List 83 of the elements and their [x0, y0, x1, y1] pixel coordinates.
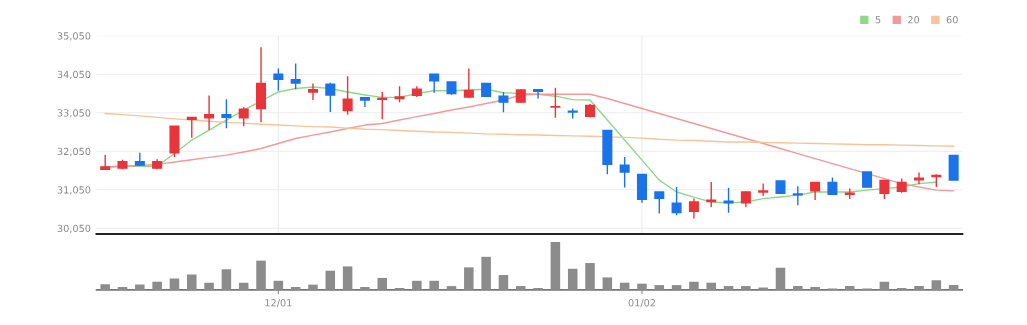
candlestick [671, 186, 682, 216]
candlestick [221, 98, 232, 129]
y-tick-label: 33,050 [57, 109, 91, 118]
candlestick [290, 62, 301, 90]
candlestick [550, 87, 561, 119]
line-series [104, 112, 955, 147]
bar [723, 286, 734, 290]
bar [446, 286, 457, 290]
bar [948, 285, 959, 290]
candlestick [204, 94, 215, 131]
candlestick [429, 73, 440, 94]
bar [637, 283, 647, 290]
candlestick [377, 91, 388, 120]
bar [308, 284, 318, 290]
bar [429, 280, 439, 290]
candlestick [273, 67, 284, 92]
candlestick [810, 181, 821, 201]
bar [619, 282, 630, 290]
candlestick [238, 106, 249, 127]
x-tick-label: 01/02 [628, 299, 655, 308]
bar [498, 275, 509, 290]
bar [412, 280, 422, 290]
candlestick [307, 82, 319, 101]
candlestick [654, 191, 665, 215]
bar [256, 260, 266, 290]
candlestick [913, 171, 925, 186]
bar [689, 281, 699, 290]
candlestick [758, 182, 769, 197]
bar [187, 274, 197, 290]
bar [325, 270, 336, 290]
candlestick [342, 75, 353, 116]
y-tick-label: 30,050 [57, 224, 91, 234]
bar [706, 282, 716, 290]
candlestick [463, 67, 474, 99]
bar [135, 284, 145, 290]
candlestick [879, 179, 890, 200]
bar [844, 286, 855, 290]
candlestick [792, 185, 803, 206]
bar [602, 277, 613, 290]
bar [481, 256, 491, 290]
bar [342, 266, 353, 290]
bar [100, 284, 110, 290]
bar [810, 287, 820, 290]
y-tick-label: 34,050 [57, 70, 91, 80]
candlestick [688, 197, 699, 220]
bar [152, 281, 162, 290]
bar [516, 286, 526, 290]
bar [585, 263, 595, 290]
bar [671, 285, 682, 290]
bar [567, 268, 578, 290]
legend-label: 60 [946, 16, 958, 24]
bar [290, 287, 301, 290]
bar [931, 280, 942, 290]
bar [221, 269, 232, 290]
candlestick [723, 187, 734, 214]
y-tick-label: 31,050 [57, 186, 91, 195]
bar [169, 278, 180, 290]
bar [360, 287, 370, 290]
bar [741, 286, 751, 290]
bar [273, 280, 284, 290]
candlestick [498, 91, 509, 114]
y-tick-label: 35,050 [57, 32, 91, 41]
candlestick [359, 97, 370, 108]
bar [377, 277, 387, 290]
bar [204, 282, 214, 290]
y-tick-label: 32,050 [57, 147, 91, 157]
bar [238, 282, 249, 290]
candlestick [533, 88, 544, 100]
candlestick [325, 82, 336, 113]
candlestick [186, 116, 197, 139]
bar [550, 241, 561, 290]
candlestick [706, 181, 717, 208]
bar [914, 286, 924, 290]
bar [654, 285, 665, 290]
bar [775, 267, 786, 290]
bar [793, 286, 803, 290]
legend-label: 20 [908, 16, 920, 24]
candlestick [619, 156, 630, 189]
bar [117, 287, 128, 290]
x-tick-label: 12/01 [265, 299, 292, 308]
bar [464, 267, 474, 290]
legend-label: 5 [875, 16, 881, 24]
bar [879, 281, 890, 290]
